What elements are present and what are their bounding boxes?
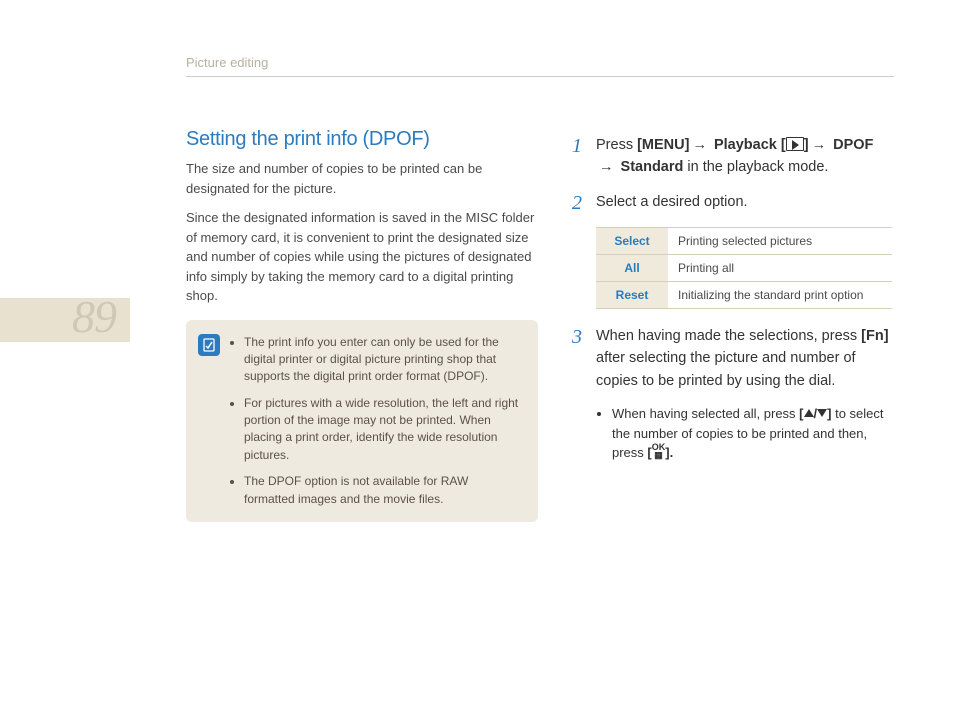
option-desc: Printing all [668,254,892,281]
intro-paragraph-2: Since the designated information is save… [186,208,538,306]
intro-paragraph-1: The size and number of copies to be prin… [186,159,538,198]
ok-icon: OK▦ [652,443,666,459]
option-desc: Printing selected pictures [668,227,892,254]
options-table: Select Printing selected pictures All Pr… [596,227,892,309]
arrow-icon: → [689,134,710,156]
left-column: Setting the print info (DPOF) The size a… [186,128,538,522]
step-1: 1 Press [MENU]→ Playback []→ DPOF→ Stand… [572,134,892,179]
playback-label: Playback [ [710,137,786,153]
note-item: The print info you enter can only be use… [244,334,522,386]
note-item: The DPOF option is not available for RAW… [244,473,522,508]
step-2-text: Select a desired option. [596,191,892,215]
option-label: Select [596,227,668,254]
arrow-icon: → [596,156,617,178]
step-2: 2 Select a desired option. [572,191,892,215]
sub-bullet-item: When having selected all, press [/] to s… [612,404,892,463]
standard-label: Standard [617,159,684,175]
divider [186,76,894,77]
table-row: All Printing all [596,254,892,281]
table-row: Reset Initializing the standard print op… [596,281,892,308]
step-3: 3 When having made the selections, press… [572,325,892,392]
page-number: 89 [72,290,116,343]
table-row: Select Printing selected pictures [596,227,892,254]
note-box: The print info you enter can only be use… [186,320,538,523]
step-number: 3 [572,325,596,392]
down-icon [817,409,827,417]
fn-key: [Fn] [861,328,888,344]
step-1-text: Press [MENU]→ Playback []→ DPOF→ Standar… [596,134,892,179]
step-3-text: When having made the selections, press [… [596,325,892,392]
option-label: All [596,254,668,281]
arrow-icon: → [809,134,830,156]
right-column: 1 Press [MENU]→ Playback []→ DPOF→ Stand… [572,134,892,463]
menu-key: [MENU] [637,137,689,153]
up-icon [804,409,814,417]
note-icon [198,334,220,356]
dpof-label: DPOF [829,137,873,153]
option-label: Reset [596,281,668,308]
breadcrumb: Picture editing [186,55,268,70]
step-number: 2 [572,191,596,215]
option-desc: Initializing the standard print option [668,281,892,308]
step-number: 1 [572,134,596,179]
note-item: For pictures with a wide resolution, the… [244,395,522,465]
section-title: Setting the print info (DPOF) [186,128,538,151]
step-3-sub: When having selected all, press [/] to s… [596,404,892,463]
playback-icon [786,137,804,151]
